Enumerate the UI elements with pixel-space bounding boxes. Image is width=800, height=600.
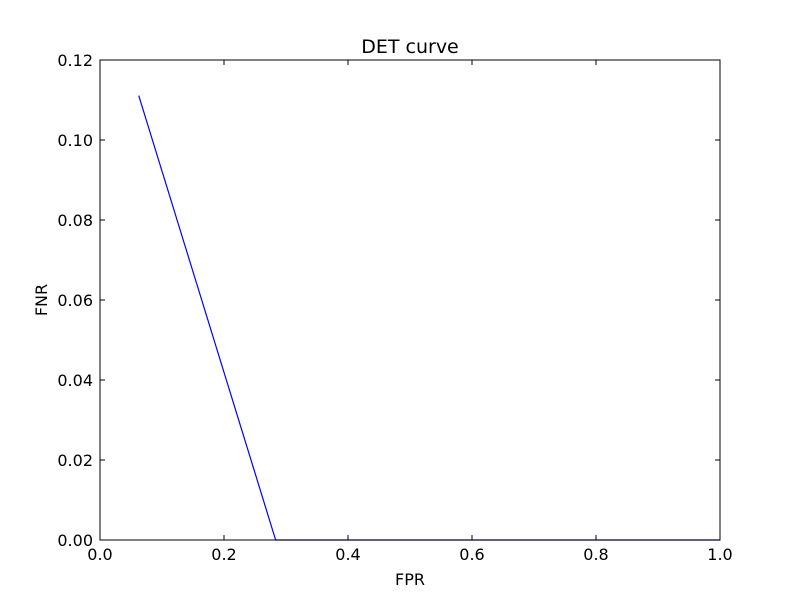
y-tick-label: 0.02 bbox=[57, 451, 93, 470]
plot-area bbox=[100, 60, 720, 540]
y-tick-label: 0.04 bbox=[57, 371, 93, 390]
y-axis-label: FNR bbox=[32, 284, 51, 316]
y-tick-label: 0.08 bbox=[57, 211, 93, 230]
y-tick-label: 0.10 bbox=[57, 131, 93, 150]
chart-title: DET curve bbox=[361, 36, 459, 58]
x-tick-label: 0.8 bbox=[583, 545, 608, 564]
x-axis-label: FPR bbox=[395, 570, 425, 589]
y-tick-label: 0.00 bbox=[57, 531, 93, 550]
x-tick-label: 0.4 bbox=[335, 545, 360, 564]
y-tick-label: 0.12 bbox=[57, 51, 93, 70]
x-tick-label: 0.6 bbox=[459, 545, 484, 564]
x-tick-label: 1.0 bbox=[707, 545, 732, 564]
y-tick-label: 0.06 bbox=[57, 291, 93, 310]
x-tick-label: 0.2 bbox=[211, 545, 236, 564]
